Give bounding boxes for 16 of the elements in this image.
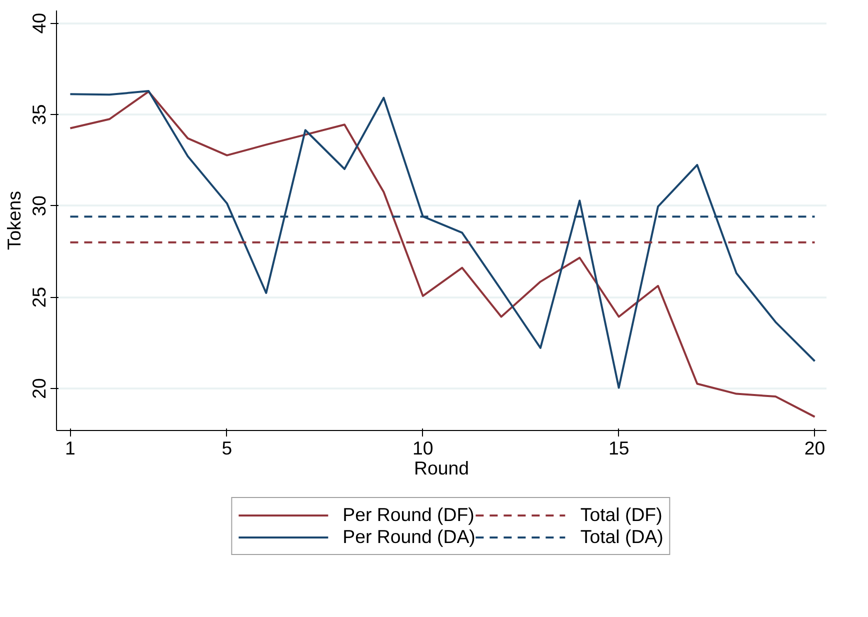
legend-label: Total (DA) (580, 526, 664, 548)
y-tick-label: 35 (28, 104, 50, 125)
legend-label: Total (DF) (580, 504, 662, 526)
x-tick-label: 20 (804, 438, 826, 458)
y-axis-title: Tokens (4, 190, 24, 250)
y-tick-label: 40 (28, 12, 50, 34)
x-tick-label: 1 (65, 438, 76, 458)
y-tick-label: 25 (28, 286, 50, 308)
y-tick-label: 20 (28, 378, 50, 399)
legend-label: Per Round (DA) (342, 526, 476, 548)
x-tick-label: 5 (222, 438, 232, 458)
x-tick-label: 15 (608, 438, 630, 458)
legend-label: Per Round (DF) (342, 504, 474, 526)
y-tick-label: 30 (28, 196, 50, 216)
x-tick-label: 10 (412, 438, 434, 458)
x-axis-title: Round (414, 458, 469, 478)
